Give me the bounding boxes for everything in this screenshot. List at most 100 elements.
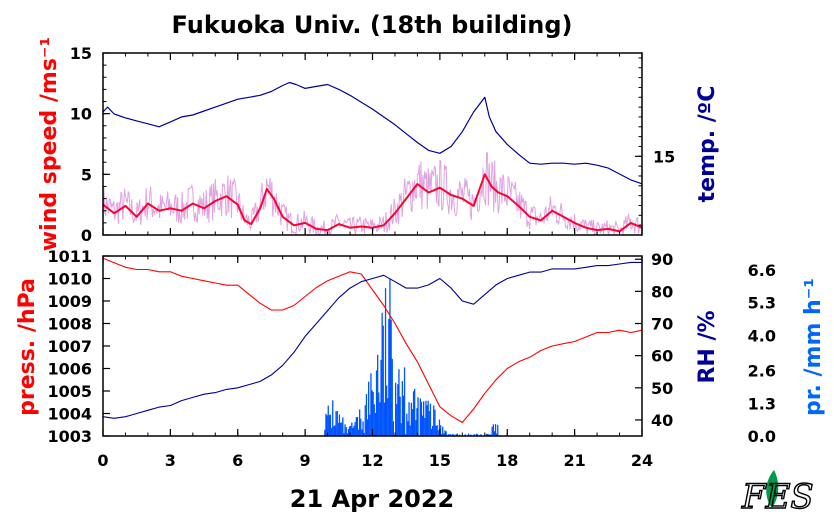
precipitation-bar bbox=[438, 419, 441, 436]
precipitation-bar bbox=[391, 358, 393, 436]
precipitation-bar bbox=[414, 388, 416, 436]
precipitation-bar bbox=[436, 425, 438, 436]
precipitation-bar bbox=[430, 428, 433, 436]
precipitation-bar bbox=[395, 382, 397, 436]
precipitation-bar bbox=[437, 430, 439, 436]
x-tick-label: 0 bbox=[97, 451, 108, 470]
precipitation-bar bbox=[475, 433, 478, 436]
precipitation-bar bbox=[412, 391, 415, 436]
temperature-axis-label: temp. /ºC bbox=[695, 86, 720, 203]
precipitation-bar bbox=[421, 415, 424, 436]
precipitation-bar bbox=[427, 400, 429, 436]
precipitation-bar bbox=[352, 427, 354, 436]
y-tick-label: 70 bbox=[651, 315, 673, 334]
wind-speed-raw-series bbox=[102, 152, 643, 236]
precipitation-bar bbox=[337, 422, 339, 436]
precipitation-tick-label: 1.3 bbox=[748, 394, 776, 413]
precipitation-bar bbox=[447, 434, 449, 436]
precipitation-bar bbox=[423, 401, 425, 436]
precipitation-bar bbox=[331, 427, 333, 436]
x-tick-label: 21 bbox=[563, 451, 585, 470]
pressure-ticks: 1003 1004 1005 1006 1007 1008 1009 1010 1011 bbox=[47, 247, 110, 446]
precipitation-bar bbox=[388, 319, 390, 436]
precipitation-tick-label: 6.6 bbox=[748, 261, 776, 280]
precipitation-bar bbox=[496, 433, 498, 436]
precipitation-bar bbox=[455, 434, 457, 436]
precipitation-bar bbox=[448, 434, 451, 436]
humidity-line bbox=[102, 261, 642, 419]
precipitation-bar bbox=[424, 418, 426, 436]
precipitation-bar bbox=[366, 419, 369, 436]
precipitation-bar bbox=[353, 425, 355, 436]
temperature-ticks: 15 bbox=[635, 57, 675, 226]
precipitation-bar bbox=[417, 397, 419, 436]
pressure-line bbox=[102, 257, 643, 424]
precipitation-bar bbox=[409, 425, 411, 436]
y-tick-label: 1009 bbox=[47, 292, 92, 311]
precipitation-bar bbox=[411, 409, 414, 436]
precipitation-tick-label: 5.3 bbox=[748, 294, 776, 313]
pressure-humidity-panel: 1003 1004 1005 1006 1007 1008 1009 1010 1011 40 5… bbox=[15, 247, 826, 446]
y-tick-label: 1005 bbox=[47, 382, 92, 401]
precipitation-bar bbox=[334, 425, 336, 436]
precipitation-bar bbox=[342, 417, 344, 436]
precipitation-bar bbox=[369, 414, 371, 436]
x-tick-labels: 0 3 6 9 12 15 18 21 24 bbox=[97, 451, 653, 470]
precipitation-bar bbox=[329, 414, 332, 436]
y-tick-label: 60 bbox=[651, 347, 673, 366]
precipitation-bar bbox=[390, 319, 392, 436]
x-tick-label: 12 bbox=[361, 451, 383, 470]
x-tick-label: 15 bbox=[429, 451, 451, 470]
precipitation-bar bbox=[419, 398, 421, 436]
precipitation-bar bbox=[368, 381, 370, 436]
precipitation-bar bbox=[491, 426, 493, 436]
precipitation-bar bbox=[445, 431, 447, 436]
precipitation-bar bbox=[339, 422, 342, 436]
precipitation-bar bbox=[487, 434, 489, 436]
precipitation-bar bbox=[361, 429, 363, 436]
precipitation-bar bbox=[373, 404, 375, 436]
precipitation-bar bbox=[493, 431, 496, 436]
precipitation-bar bbox=[433, 405, 435, 436]
precipitation-bar bbox=[384, 288, 387, 436]
y-tick-label: 1006 bbox=[47, 360, 92, 379]
fes-logo: FES bbox=[740, 470, 814, 518]
y-tick-label: 1011 bbox=[47, 247, 92, 266]
y-tick-label: 80 bbox=[651, 282, 673, 301]
panel2-series bbox=[102, 257, 643, 424]
precipitation-bar bbox=[497, 424, 499, 436]
precipitation-bar bbox=[402, 395, 405, 436]
x-tick-label: 3 bbox=[165, 451, 176, 470]
y-tick-label: 10 bbox=[70, 105, 92, 124]
pressure-axis-label: press. /hPa bbox=[15, 278, 40, 416]
y-tick-label: 1007 bbox=[47, 337, 92, 356]
precipitation-ticks: 0.0 1.3 2.6 4.0 5.3 6.6 bbox=[748, 261, 776, 446]
precipitation-bar bbox=[494, 424, 497, 436]
precipitation-bar bbox=[363, 433, 365, 436]
y-tick-label: 0 bbox=[81, 226, 92, 245]
precipitation-bar bbox=[383, 402, 385, 436]
y-tick-label: 1003 bbox=[47, 427, 92, 446]
precipitation-bar bbox=[426, 405, 428, 436]
precipitation-bar bbox=[407, 421, 409, 436]
precipitation-bar bbox=[476, 434, 479, 436]
precipitation-bar bbox=[380, 360, 382, 436]
precipitation-bar bbox=[473, 434, 475, 436]
precipitation-bar bbox=[382, 325, 384, 436]
precipitation-bar bbox=[372, 391, 374, 436]
precipitation-bar bbox=[374, 413, 376, 436]
precipitation-bar bbox=[401, 381, 403, 436]
precipitation-bar bbox=[464, 434, 466, 436]
precipitation-bar bbox=[485, 433, 488, 436]
precipitation-bar bbox=[429, 403, 432, 436]
precipitation-bar bbox=[410, 402, 412, 436]
precipitation-bar bbox=[439, 425, 442, 436]
precipitation-bar bbox=[327, 405, 329, 436]
precipitation-bar bbox=[370, 373, 372, 436]
precipitation-bar bbox=[456, 433, 458, 436]
precipitation-tick-label: 0.0 bbox=[748, 427, 776, 446]
precipitation-bar bbox=[397, 384, 399, 436]
precipitation-bar bbox=[396, 404, 398, 436]
y-tick-label: 15 bbox=[653, 147, 675, 166]
